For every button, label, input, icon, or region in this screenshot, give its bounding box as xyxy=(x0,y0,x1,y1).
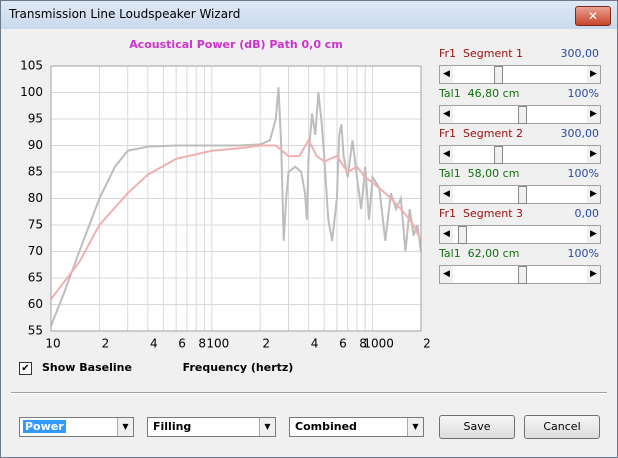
checkbox[interactable]: ✔ xyxy=(19,362,32,375)
chart-title: Acoustical Power (dB) Path 0,0 cm xyxy=(129,38,343,51)
dropdown-text: Combined xyxy=(295,420,357,433)
slider-value: 300,00 xyxy=(560,47,600,60)
dropdown[interactable]: Power ▼ xyxy=(19,417,134,437)
slider[interactable]: ◀ ▶ xyxy=(439,185,601,204)
close-button[interactable]: ✕ xyxy=(575,6,611,26)
cancel-button[interactable]: Cancel xyxy=(524,415,600,439)
y-tick-label: 95 xyxy=(28,112,43,126)
plot-border xyxy=(50,65,422,332)
dropdown[interactable]: Combined ▼ xyxy=(289,417,424,437)
slider-label: Fr1 Segment 1 xyxy=(439,47,524,60)
x-axis-label: Frequency (hertz) xyxy=(183,361,294,374)
y-tick-label: 65 xyxy=(28,271,43,285)
slider-label: Tal1 58,00 cm xyxy=(439,167,520,180)
slider[interactable]: ◀ ▶ xyxy=(439,65,601,84)
x-tick-label: 4 xyxy=(150,337,158,351)
x-tick-label: 100 xyxy=(206,337,229,351)
save-button[interactable]: Save xyxy=(439,415,515,439)
slider-value: 100% xyxy=(567,167,599,180)
x-tick-label: 4 xyxy=(311,337,319,351)
series-line xyxy=(50,138,422,300)
slider[interactable]: ◀ ▶ xyxy=(439,225,601,244)
y-tick-label: 60 xyxy=(28,297,43,311)
slider-value: 100% xyxy=(567,247,599,260)
y-tick-label: 90 xyxy=(28,138,43,152)
slider-label: Tal1 46,80 cm xyxy=(439,87,520,100)
y-tick-label: 55 xyxy=(28,324,43,338)
title-bar: Transmission Line Loudspeaker Wizard ✕ xyxy=(1,1,617,29)
slider-label: Tal1 62,00 cm xyxy=(439,247,520,260)
x-tick-label: 8 xyxy=(198,337,206,351)
x-tick-label: 2 xyxy=(423,337,431,351)
slider-value: 100% xyxy=(567,87,599,100)
x-tick-label: 6 xyxy=(339,337,347,351)
dropdown[interactable]: Filling ▼ xyxy=(147,417,276,437)
series-line xyxy=(50,87,422,327)
y-tick-label: 75 xyxy=(28,218,43,232)
x-tick-label: 1000 xyxy=(363,337,394,351)
slider-value: 0,00 xyxy=(574,207,600,220)
slider-label: Fr1 Segment 2 xyxy=(439,127,524,140)
slider[interactable]: ◀ ▶ xyxy=(439,145,601,164)
x-tick-label: 2 xyxy=(262,337,270,351)
y-tick-label: 100 xyxy=(20,85,43,99)
slider-label: Fr1 Segment 3 xyxy=(439,207,524,220)
dropdown-text: Power xyxy=(23,420,66,433)
window-title: Transmission Line Loudspeaker Wizard xyxy=(9,7,241,21)
slider[interactable]: ◀ ▶ xyxy=(439,265,601,284)
x-tick-label: 6 xyxy=(178,337,186,351)
slider[interactable]: ◀ ▶ xyxy=(439,105,601,124)
y-tick-label: 80 xyxy=(28,191,43,205)
y-tick-label: 85 xyxy=(28,165,43,179)
y-tick-label: 105 xyxy=(20,59,43,73)
slider-value: 300,00 xyxy=(560,127,600,140)
checkbox-label[interactable]: Show Baseline xyxy=(42,361,132,374)
y-tick-label: 70 xyxy=(28,244,43,258)
x-tick-label: 8 xyxy=(359,337,367,351)
chart: Acoustical Power (dB) Path 0,0 cm Freque… xyxy=(20,38,431,374)
x-tick-label: 10 xyxy=(45,337,60,351)
x-tick-label: 2 xyxy=(102,337,110,351)
separator xyxy=(11,392,607,394)
dropdown-text: Filling xyxy=(153,420,192,433)
